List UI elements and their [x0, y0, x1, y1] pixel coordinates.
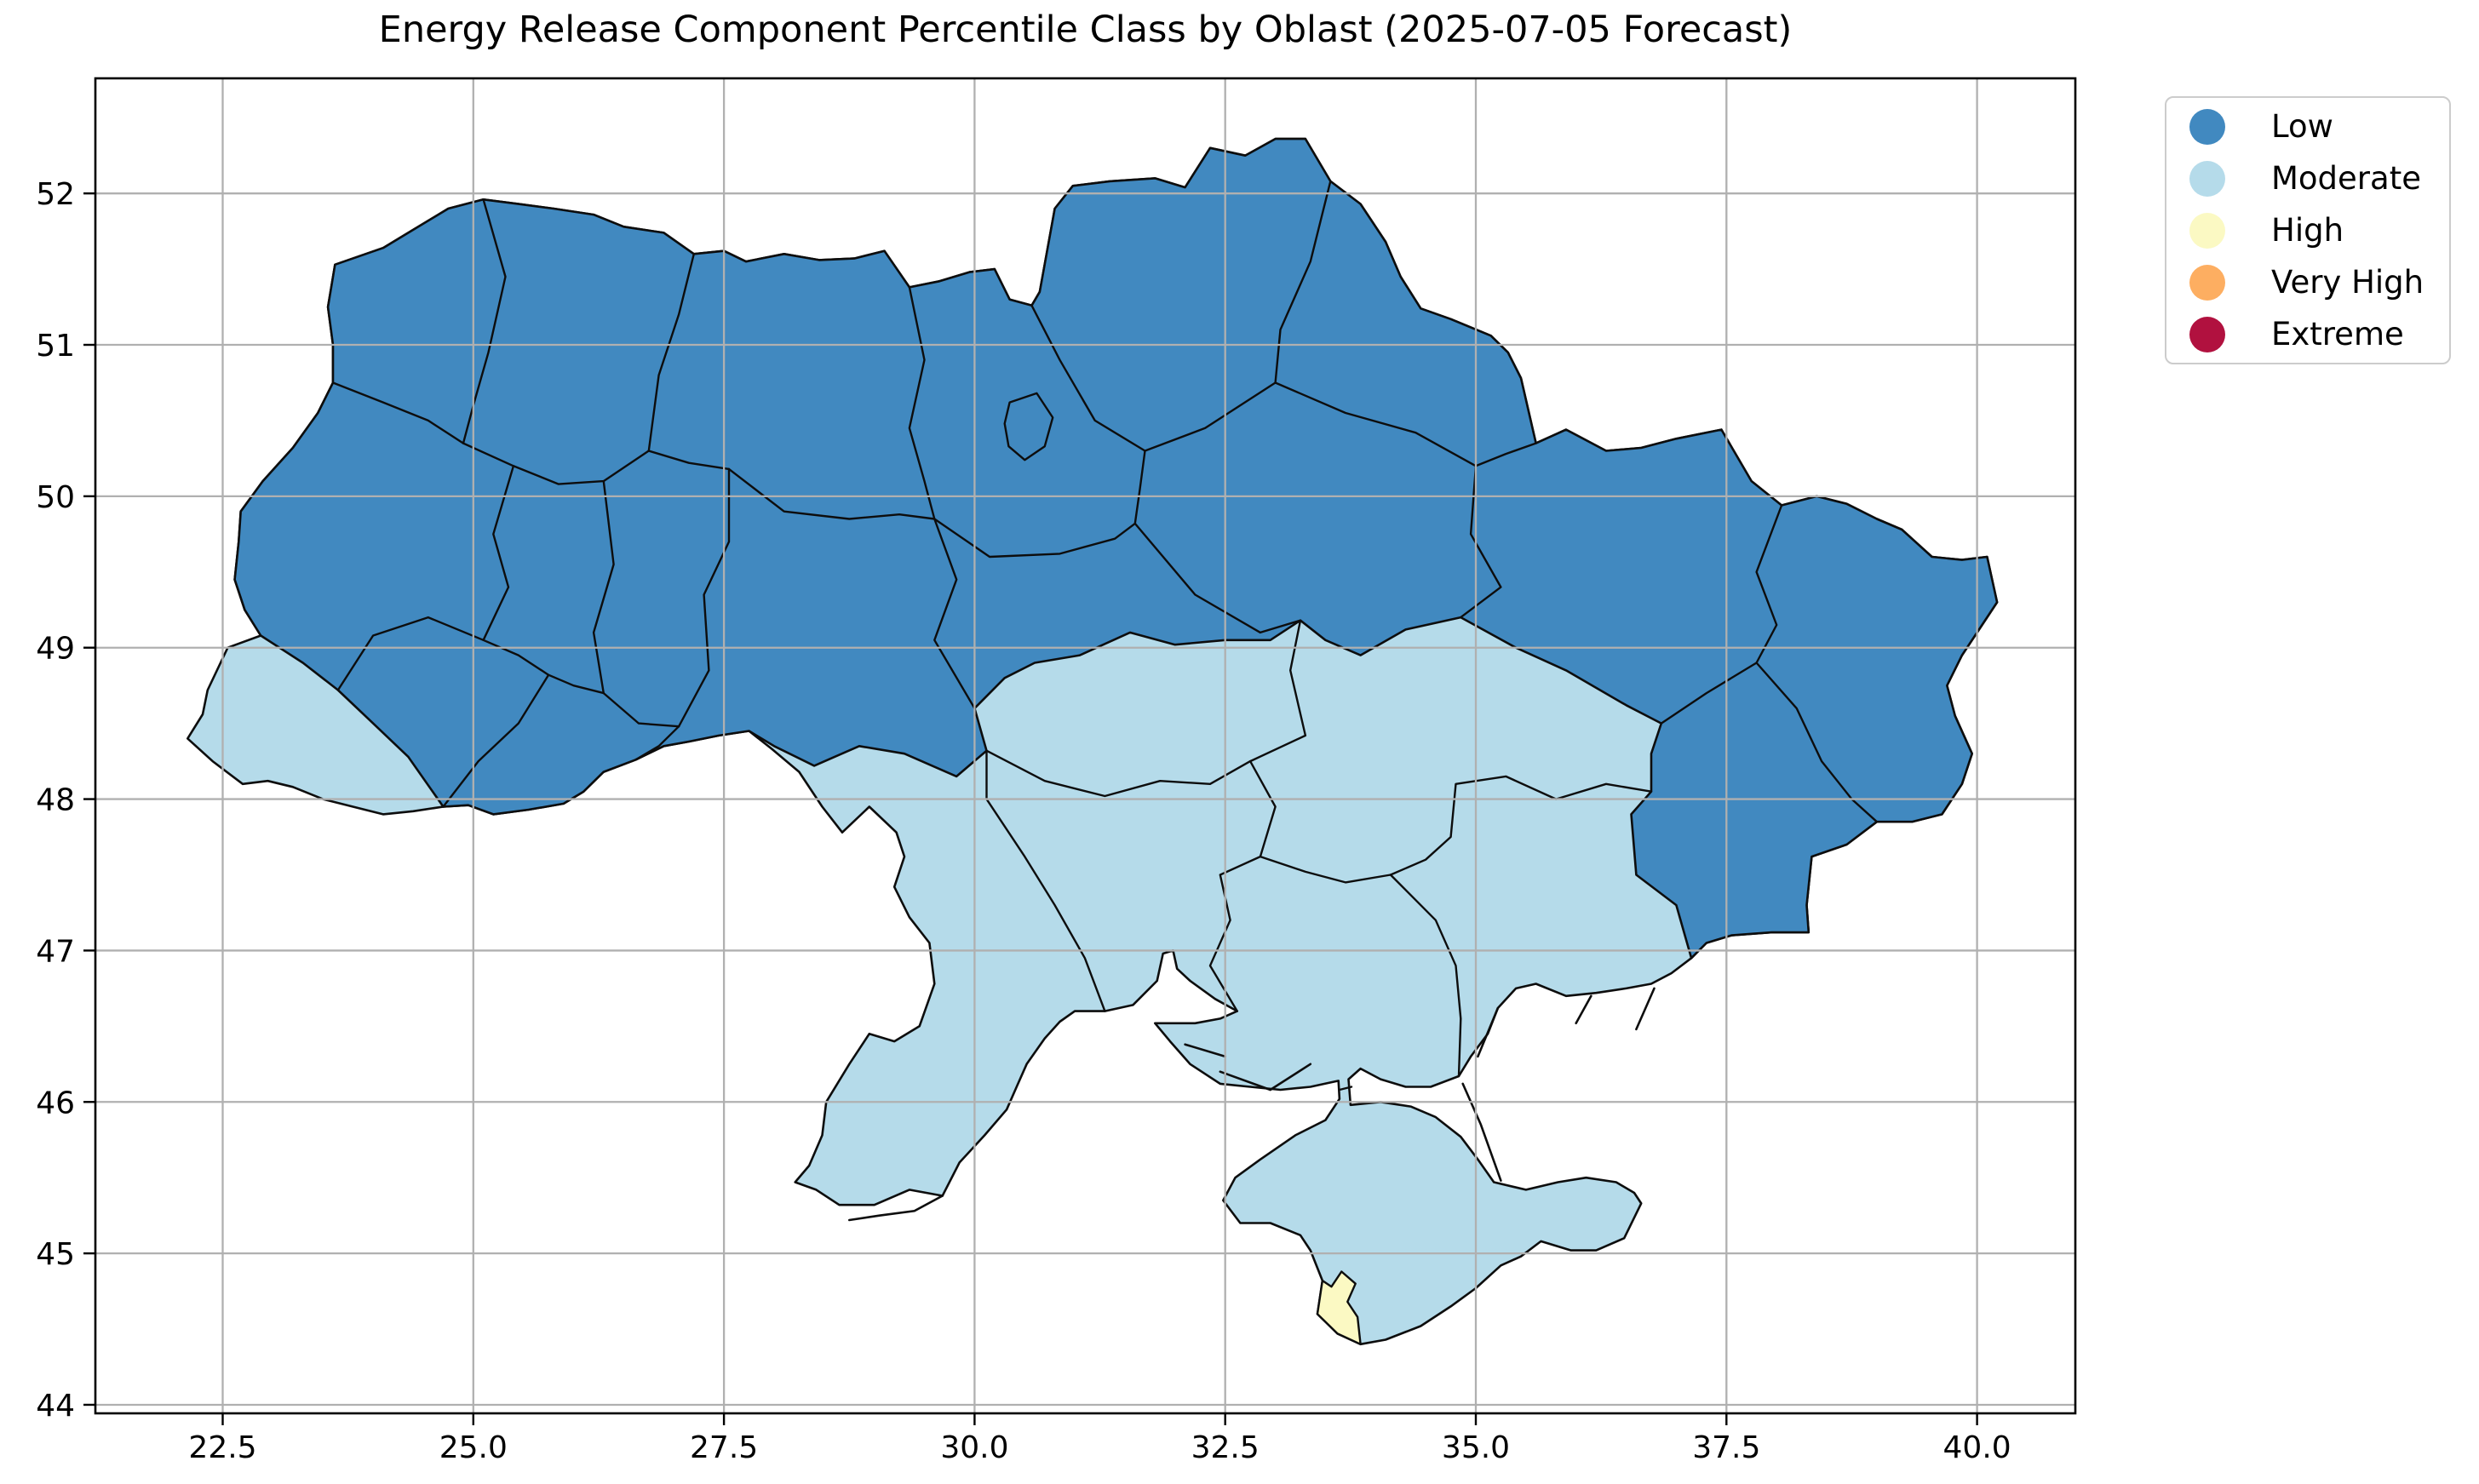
oblast-border-line: [462, 198, 507, 444]
coastal-detail-line: [1575, 994, 1592, 1025]
coastal-detail-line: [848, 1195, 944, 1222]
oblast-border-line: [1474, 442, 1537, 467]
y-tick-label-52: 52: [36, 177, 75, 212]
coastal-detail-line: [1477, 1006, 1500, 1058]
legend-item-high: High: [2166, 204, 2449, 256]
x-tick-label-35.0: 35.0: [1442, 1430, 1510, 1465]
coastal-detail-line: [1219, 1063, 1312, 1092]
legend-item-label: Extreme: [2271, 316, 2404, 352]
oblast-border-line: [1133, 450, 1146, 525]
oblast-border-line: [1660, 662, 1758, 725]
legend-item-label: Moderate: [2271, 160, 2421, 197]
x-tick-label-27.5: 27.5: [690, 1430, 758, 1465]
y-tick-label-44: 44: [36, 1389, 75, 1424]
x-tick-label-25.0: 25.0: [439, 1430, 508, 1465]
legend-swatch-circle: [2189, 316, 2225, 352]
legend-swatch-circle: [2189, 108, 2225, 145]
x-tick-label-32.5: 32.5: [1191, 1430, 1260, 1465]
low-class-region: [233, 137, 1999, 960]
oblast-border-line: [1755, 662, 1879, 823]
oblast-border-line: [331, 381, 465, 444]
legend-item-label: Very High: [2271, 264, 2424, 301]
x-tick-label-40.0: 40.0: [1943, 1430, 2011, 1465]
y-tick-label-48: 48: [36, 783, 75, 818]
oblast-border-line: [1144, 381, 1277, 452]
oblast-border-line: [647, 450, 731, 471]
oblast-border-line: [1755, 504, 1783, 664]
oblast-border-line: [336, 616, 485, 691]
oblast-border-line: [1274, 381, 1478, 467]
oblast-border-line: [1133, 522, 1302, 634]
x-tick-label-30.0: 30.0: [940, 1430, 1008, 1465]
region-kyiv-city: [1003, 392, 1054, 461]
oblast-border-line: [1389, 874, 1462, 1078]
oblast-border-line: [1274, 180, 1332, 384]
oblast-border-line: [482, 465, 515, 641]
oblast-border-line: [933, 518, 976, 710]
oblast-border-line: [1338, 1086, 1353, 1092]
oblast-border-line: [677, 467, 731, 728]
legend-item-label: High: [2271, 212, 2344, 249]
oblast-border-line: [1208, 855, 1262, 1012]
oblast-border-line: [933, 518, 1136, 559]
oblast-border-line: [908, 286, 936, 520]
legend-item-extreme: Extreme: [2166, 308, 2449, 360]
y-tick-label-46: 46: [36, 1086, 75, 1120]
axes-spines: [94, 77, 2077, 1415]
oblast-border-line: [1248, 759, 1277, 858]
oblast-border-line: [442, 673, 550, 808]
oblast-border-line: [1030, 304, 1146, 452]
legend-item-label: Low: [2271, 108, 2333, 145]
legend-item-low: Low: [2166, 100, 2449, 152]
y-tick-label-51: 51: [36, 329, 75, 364]
oblast-border-line: [985, 749, 1106, 1012]
oblast-border-line: [1460, 465, 1502, 619]
oblast-border-line: [602, 691, 680, 728]
oblast-border-line: [1259, 855, 1392, 884]
oblast-border-line: [634, 725, 680, 761]
legend-swatch-circle: [2189, 212, 2225, 249]
oblast-border-line: [1389, 775, 1653, 876]
coastal-detail-line: [1184, 1043, 1226, 1058]
oblast-border-line: [592, 479, 615, 695]
y-tick-label-49: 49: [36, 632, 75, 667]
oblast-border-line: [482, 639, 550, 676]
x-tick-label-22.5: 22.5: [188, 1430, 256, 1465]
legend-item-moderate: Moderate: [2166, 152, 2449, 204]
oblast-border-line: [462, 442, 650, 485]
coastal-detail-line: [1461, 1082, 1502, 1182]
legend-item-very-high: Very High: [2166, 256, 2449, 308]
chart-title: Energy Release Component Percentile Clas…: [378, 9, 1793, 51]
y-tick-label-47: 47: [36, 934, 75, 969]
region-sevastopol: [1316, 1270, 1362, 1345]
oblast-border-line: [547, 673, 605, 695]
oblast-border-line: [985, 749, 1252, 798]
legend-swatch-circle: [2189, 160, 2225, 197]
oblast-border-line: [1248, 619, 1307, 763]
x-tick-label-37.5: 37.5: [1692, 1430, 1760, 1465]
legend-swatch-circle: [2189, 264, 2225, 301]
y-tick-label-50: 50: [36, 480, 75, 515]
coastal-detail-line: [1635, 987, 1656, 1031]
legend: Low Moderate High Very High Extreme: [2165, 96, 2451, 364]
y-tick-label-45: 45: [36, 1237, 75, 1272]
oblast-border-line: [727, 467, 936, 520]
